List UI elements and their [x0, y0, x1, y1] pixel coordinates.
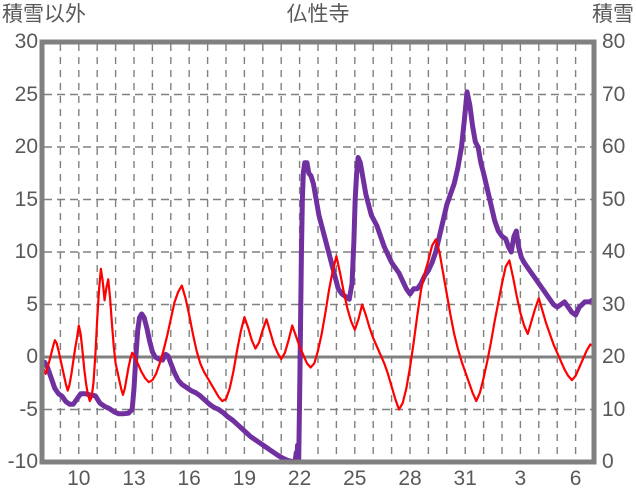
y-left-tick-0: 0: [26, 345, 38, 368]
y-left-tick-15: 15: [14, 187, 38, 211]
series-line-other-than-snow: [40, 238, 596, 411]
y-right-tick-10: 10: [602, 397, 626, 421]
y-right-tick-0: 0: [602, 450, 614, 473]
y-right-tick-80: 80: [602, 30, 626, 53]
x-tick-19: 19: [232, 467, 257, 490]
page-title: 仏性寺: [286, 3, 350, 26]
right-axis-title: 積雪: [592, 3, 634, 26]
y-right-tick-40: 40: [602, 240, 626, 263]
x-tick-31: 31: [453, 467, 477, 490]
y-left-tick-10: 10: [14, 240, 38, 263]
y-left-tick-neg5: -5: [19, 397, 38, 421]
x-tick-6: 6: [569, 467, 582, 490]
y-left-tick-20: 20: [14, 135, 38, 158]
x-tick-28: 28: [398, 467, 422, 490]
x-tick-10: 10: [67, 467, 91, 490]
y-right-tick-60: 60: [602, 135, 626, 158]
y-right-tick-30: 30: [602, 292, 626, 316]
x-tick-16: 16: [177, 467, 201, 490]
x-tick-25: 25: [343, 467, 367, 490]
y-left-tick-neg10: -10: [7, 450, 38, 473]
y-right-tick-70: 70: [602, 82, 626, 106]
left-axis-title: 積雪以外: [2, 3, 86, 26]
plot-frame: [39, 39, 597, 465]
x-tick-13: 13: [122, 467, 146, 490]
series-line-snow: [39, 89, 597, 465]
y-left-tick-5: 5: [26, 292, 38, 316]
y-left-tick-30: 30: [14, 30, 38, 53]
x-tick-3: 3: [514, 467, 527, 490]
y-left-tick-25: 25: [14, 82, 38, 106]
y-right-tick-20: 20: [602, 345, 626, 368]
y-right-tick-50: 50: [602, 187, 626, 211]
x-tick-22: 22: [287, 467, 312, 490]
